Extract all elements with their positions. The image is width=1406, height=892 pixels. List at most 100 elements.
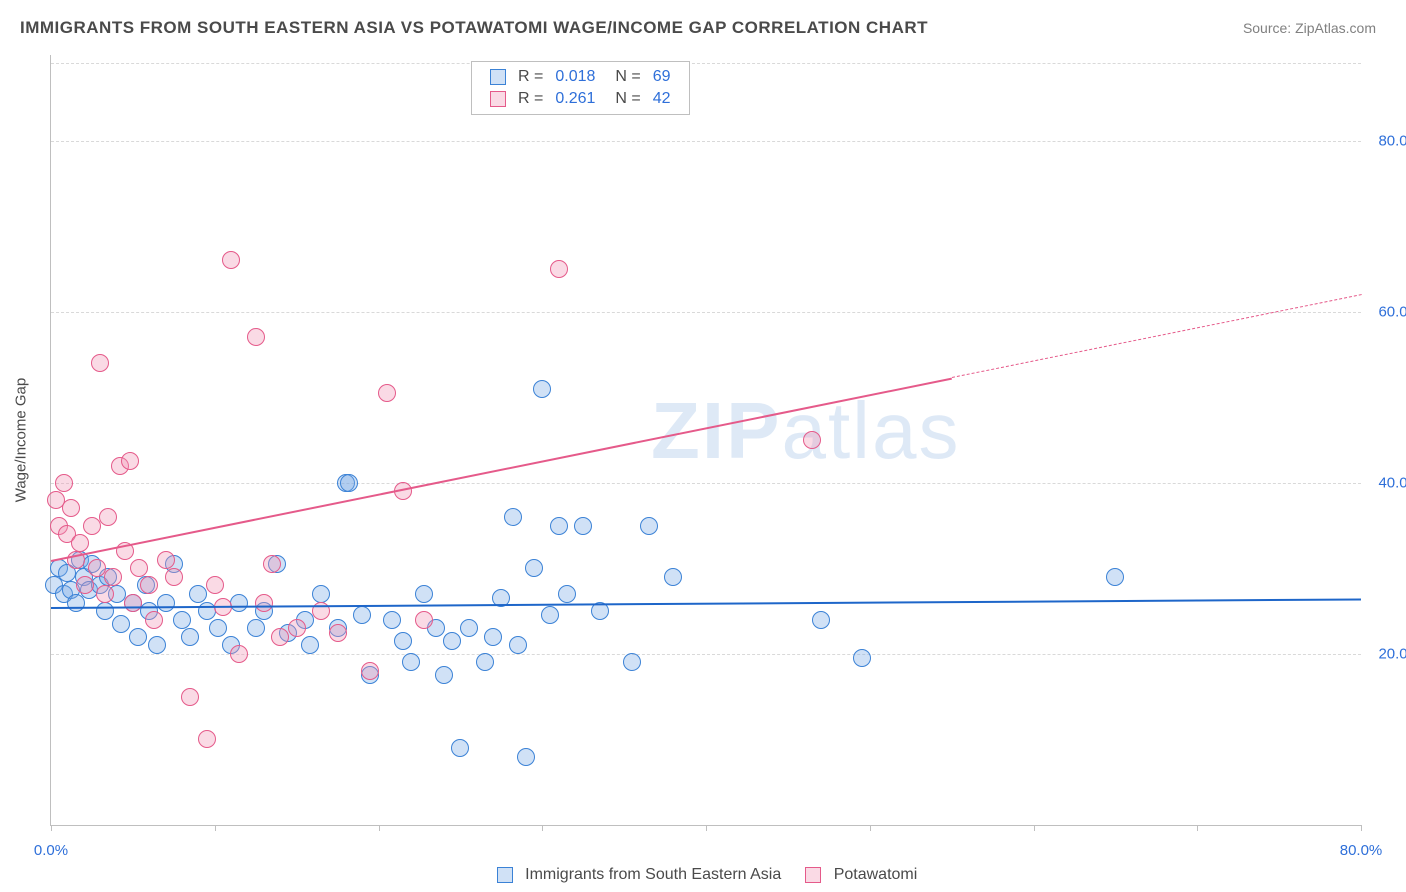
data-point-sea bbox=[173, 611, 191, 629]
data-point-potawatomi bbox=[415, 611, 433, 629]
series-legend: Immigrants from South Eastern Asia Potaw… bbox=[0, 866, 1406, 884]
data-point-sea bbox=[476, 653, 494, 671]
data-point-sea bbox=[394, 632, 412, 650]
trend-line bbox=[51, 377, 952, 561]
data-point-sea bbox=[558, 585, 576, 603]
gridline bbox=[51, 141, 1361, 142]
data-point-sea bbox=[443, 632, 461, 650]
data-point-sea bbox=[383, 611, 401, 629]
data-point-potawatomi bbox=[803, 431, 821, 449]
x-tick bbox=[1034, 825, 1035, 831]
data-point-sea bbox=[640, 517, 658, 535]
data-point-sea bbox=[664, 568, 682, 586]
data-point-sea bbox=[181, 628, 199, 646]
data-point-potawatomi bbox=[157, 551, 175, 569]
x-tick bbox=[1361, 825, 1362, 831]
x-tick bbox=[706, 825, 707, 831]
data-point-sea bbox=[623, 653, 641, 671]
data-point-potawatomi bbox=[255, 594, 273, 612]
legend-row-potawatomi: R =0.261N =42 bbox=[484, 88, 677, 110]
x-tick bbox=[542, 825, 543, 831]
data-point-potawatomi bbox=[121, 452, 139, 470]
data-point-potawatomi bbox=[130, 559, 148, 577]
data-point-sea bbox=[460, 619, 478, 637]
data-point-potawatomi bbox=[329, 624, 347, 642]
data-point-sea bbox=[198, 602, 216, 620]
chart-title: IMMIGRANTS FROM SOUTH EASTERN ASIA VS PO… bbox=[20, 18, 928, 38]
data-point-sea bbox=[435, 666, 453, 684]
gridline bbox=[51, 312, 1361, 313]
data-point-sea bbox=[484, 628, 502, 646]
watermark: ZIPatlas bbox=[651, 385, 960, 477]
data-point-sea bbox=[312, 585, 330, 603]
x-tick bbox=[870, 825, 871, 831]
data-point-potawatomi bbox=[206, 576, 224, 594]
x-tick bbox=[215, 825, 216, 831]
y-axis-label: Wage/Income Gap bbox=[13, 378, 30, 503]
data-point-potawatomi bbox=[263, 555, 281, 573]
data-point-potawatomi bbox=[198, 730, 216, 748]
data-point-potawatomi bbox=[71, 534, 89, 552]
gridline bbox=[51, 483, 1361, 484]
y-tick-label: 80.0% bbox=[1366, 132, 1406, 149]
x-tick bbox=[1197, 825, 1198, 831]
data-point-sea bbox=[509, 636, 527, 654]
y-tick-label: 60.0% bbox=[1366, 303, 1406, 320]
data-point-sea bbox=[230, 594, 248, 612]
data-point-sea bbox=[189, 585, 207, 603]
data-point-potawatomi bbox=[271, 628, 289, 646]
x-tick bbox=[51, 825, 52, 831]
data-point-potawatomi bbox=[181, 688, 199, 706]
y-tick-label: 40.0% bbox=[1366, 474, 1406, 491]
data-point-potawatomi bbox=[104, 568, 122, 586]
data-point-potawatomi bbox=[124, 594, 142, 612]
data-point-sea bbox=[574, 517, 592, 535]
data-point-sea bbox=[853, 649, 871, 667]
gridline bbox=[51, 63, 1361, 64]
data-point-sea bbox=[550, 517, 568, 535]
data-point-potawatomi bbox=[230, 645, 248, 663]
data-point-potawatomi bbox=[88, 559, 106, 577]
data-point-sea bbox=[96, 602, 114, 620]
x-tick bbox=[379, 825, 380, 831]
data-point-potawatomi bbox=[96, 585, 114, 603]
data-point-potawatomi bbox=[62, 499, 80, 517]
x-tick-label: 80.0% bbox=[1340, 842, 1383, 859]
data-point-potawatomi bbox=[247, 328, 265, 346]
x-tick-label: 0.0% bbox=[34, 842, 68, 859]
data-point-sea bbox=[112, 615, 130, 633]
data-point-sea bbox=[402, 653, 420, 671]
data-point-potawatomi bbox=[76, 576, 94, 594]
legend-row-sea: R =0.018N =69 bbox=[484, 66, 677, 88]
plot-area: Wage/Income Gap ZIPatlas 20.0%40.0%60.0%… bbox=[50, 55, 1361, 826]
data-point-potawatomi bbox=[83, 517, 101, 535]
data-point-sea bbox=[517, 748, 535, 766]
data-point-potawatomi bbox=[55, 474, 73, 492]
correlation-legend: R =0.018N =69R =0.261N =42 bbox=[471, 61, 690, 115]
data-point-potawatomi bbox=[361, 662, 379, 680]
data-point-potawatomi bbox=[288, 619, 306, 637]
data-point-sea bbox=[541, 606, 559, 624]
legend-item-potawatomi: Potawatomi bbox=[797, 866, 917, 883]
data-point-potawatomi bbox=[140, 576, 158, 594]
data-point-potawatomi bbox=[222, 251, 240, 269]
data-point-potawatomi bbox=[378, 384, 396, 402]
source-attribution: Source: ZipAtlas.com bbox=[1243, 20, 1376, 36]
data-point-sea bbox=[415, 585, 433, 603]
data-point-sea bbox=[812, 611, 830, 629]
data-point-sea bbox=[533, 380, 551, 398]
data-point-sea bbox=[157, 594, 175, 612]
data-point-sea bbox=[247, 619, 265, 637]
data-point-sea bbox=[148, 636, 166, 654]
data-point-sea bbox=[1106, 568, 1124, 586]
data-point-sea bbox=[353, 606, 371, 624]
trend-line bbox=[952, 295, 1362, 379]
data-point-sea bbox=[525, 559, 543, 577]
data-point-potawatomi bbox=[145, 611, 163, 629]
data-point-sea bbox=[301, 636, 319, 654]
data-point-potawatomi bbox=[165, 568, 183, 586]
y-tick-label: 20.0% bbox=[1366, 645, 1406, 662]
data-point-sea bbox=[504, 508, 522, 526]
data-point-potawatomi bbox=[99, 508, 117, 526]
data-point-sea bbox=[209, 619, 227, 637]
